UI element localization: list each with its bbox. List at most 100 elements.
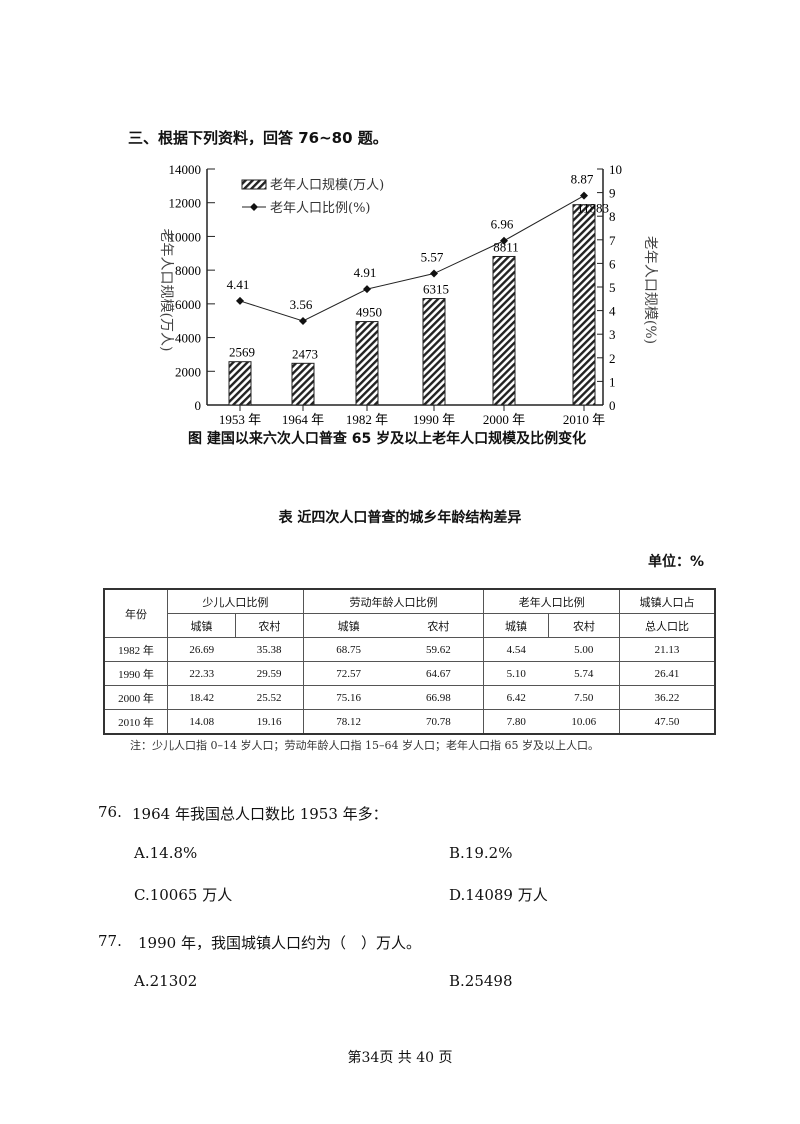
table-cell: 19.16 [235, 709, 304, 734]
age-structure-table: 年份 少儿人口比例 劳动年龄人口比例 老年人口比例 城镇人口占 城镇 农村 城镇… [103, 588, 716, 735]
population-chart: 0 2000 4000 6000 8000 10000 12000 14000 0 1 2 3 4 5 6 7… [158, 162, 658, 427]
legend-line-marker [250, 203, 258, 211]
table-cell: 5.10 [506, 667, 526, 680]
tick-label-right: 4 [609, 304, 616, 319]
table-cell: 4.54 [506, 643, 526, 656]
tick-label-right: 8 [609, 209, 616, 224]
table-cell: 36.22 [654, 691, 680, 704]
option-a[interactable]: A.14.8% [134, 844, 198, 862]
table-cell: 5.00 [548, 637, 621, 662]
option-d[interactable]: D.14089 万人 [449, 886, 548, 904]
option-b[interactable]: B.19.2% [449, 844, 513, 862]
header-urban-share: 城镇人口占 [639, 595, 695, 609]
line-point [363, 285, 371, 294]
option-b[interactable]: B.25498 [449, 972, 513, 990]
line-label: 6.96 [491, 217, 514, 232]
table-cell: 75.16 [336, 691, 361, 704]
bar-label: 6315 [423, 282, 449, 297]
option-a[interactable]: A.21302 [134, 972, 198, 990]
tick-label-right: 6 [609, 256, 616, 271]
question-text: 1964 年我国总人口数比 1953 年多： [132, 805, 388, 823]
option-c[interactable]: C.10065 万人 [134, 886, 233, 904]
line-label: 4.41 [227, 277, 250, 292]
header-group: 劳动年龄人口比例 [303, 589, 485, 614]
header-year: 年份 [104, 589, 168, 638]
tick-label-left: 10000 [169, 229, 202, 244]
bar [492, 255, 516, 406]
table-cell: 2000 年 [104, 685, 168, 710]
header-urban-share-2: 总人口比 [645, 619, 689, 633]
x-tick-label: 2010 年 [563, 412, 605, 427]
table-cell: 26.69 [189, 643, 215, 656]
x-tick-label: 2000 年 [483, 412, 525, 427]
header-sub: 农村 [235, 613, 304, 638]
line-label: 5.57 [421, 250, 444, 265]
tick-label-right: 5 [609, 280, 616, 295]
table-cell: 7.50 [548, 685, 621, 710]
table-cell: 6.42 [506, 691, 526, 704]
header-sub: 农村 [548, 613, 621, 638]
bar-label: 2473 [292, 346, 318, 361]
line-label: 8.87 [571, 172, 594, 187]
legend-line-label: 老年人口比例(%) [270, 201, 371, 216]
bar-label: 11883 [577, 201, 609, 216]
table-cell: 35.38 [235, 637, 304, 662]
line-point [430, 269, 438, 278]
table-cell: 21.13 [654, 643, 680, 656]
table-cell: 5.74 [548, 661, 621, 686]
y-axis-label-left: 老年人口规模(万人) [158, 229, 174, 352]
question-text: 1990 年，我国城镇人口约为（ ）万人。 [138, 934, 421, 952]
line-label: 4.91 [354, 265, 377, 280]
table-cell: 72.57 [336, 667, 361, 680]
table-cell: 10.06 [548, 709, 621, 734]
header-sub: 农村 [393, 613, 485, 638]
header-group: 老年人口比例 [483, 589, 620, 614]
tick-label-right: 2 [609, 351, 616, 366]
table-unit: 单位：% [647, 554, 704, 570]
bar-label: 2569 [229, 345, 255, 360]
x-tick-label: 1953 年 [219, 412, 261, 427]
table-cell: 18.42 [189, 691, 215, 704]
tick-label-right: 7 [609, 233, 616, 248]
table-cell: 25.52 [235, 685, 304, 710]
table-cell: 64.67 [393, 661, 485, 686]
table-cell: 59.62 [393, 637, 485, 662]
table-note: 注：少儿人口指 0–14 岁人口；劳动年龄人口指 15–64 岁人口；老年人口指… [130, 739, 599, 752]
tick-label-left: 0 [195, 398, 202, 413]
header-sub: 城镇 [167, 613, 236, 638]
table-cell: 66.98 [393, 685, 485, 710]
legend-bar-label: 老年人口规模(万人) [270, 178, 384, 193]
table-cell: 47.50 [654, 715, 680, 728]
bar [572, 204, 596, 406]
tick-label-left: 2000 [175, 364, 201, 379]
tick-label-right: 1 [609, 374, 616, 389]
table-row: 2010 年 14.08 19.16 78.12 70.78 7.80 10.06 47.50 [104, 709, 715, 734]
tick-label-left: 8000 [175, 263, 201, 278]
legend-bar-swatch [241, 179, 267, 190]
header-group: 少儿人口比例 [167, 589, 304, 614]
table-cell: 68.75 [336, 643, 361, 656]
tick-label-right: 9 [609, 186, 616, 201]
line-point [299, 316, 307, 325]
table-cell: 29.59 [235, 661, 304, 686]
tick-label-right: 10 [609, 162, 622, 177]
bar-label: 4950 [356, 305, 382, 320]
table-cell: 26.41 [654, 667, 680, 680]
page-footer: 第34页 共 40 页 [347, 1050, 453, 1066]
tick-label-left: 12000 [169, 196, 202, 211]
table-cell: 70.78 [393, 709, 485, 734]
bar [228, 361, 252, 406]
x-tick-label: 1982 年 [346, 412, 388, 427]
tick-label-left: 6000 [175, 297, 201, 312]
x-tick-label: 1964 年 [282, 412, 324, 427]
header-sub: 城镇 [483, 613, 549, 638]
table-cell: 1982 年 [104, 637, 168, 662]
tick-label-right: 0 [609, 398, 616, 413]
line-point [500, 236, 508, 245]
x-tick-label: 1990 年 [413, 412, 455, 427]
line-label: 3.56 [290, 297, 313, 312]
line-point [580, 191, 588, 200]
table-title: 表 近四次人口普查的城乡年龄结构差异 [278, 510, 522, 526]
chart-caption: 图 建国以来六次人口普查 65 岁及以上老年人口规模及比例变化 [188, 431, 587, 447]
